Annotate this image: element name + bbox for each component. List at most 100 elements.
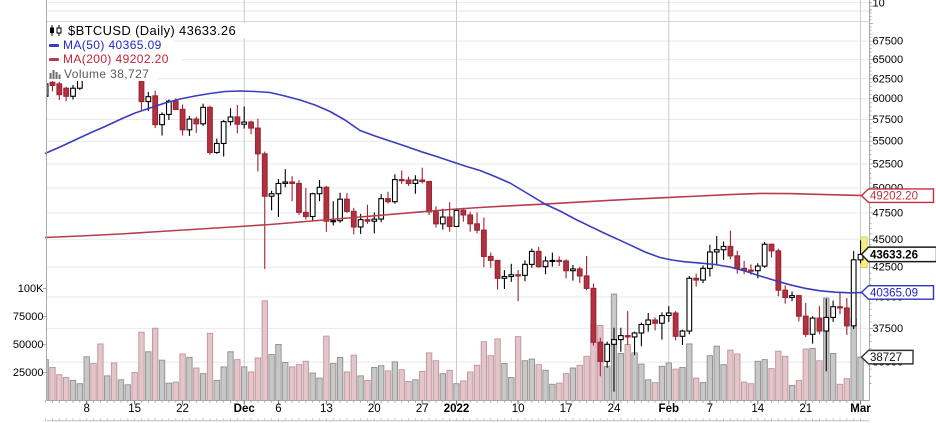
volume-bar: [206, 332, 214, 401]
candle-body: [720, 245, 727, 251]
candle: [159, 112, 165, 136]
ma50-line: [44, 90, 870, 294]
volume-bar: [391, 361, 399, 401]
volume-bar: [514, 336, 522, 401]
candle-body: [686, 277, 693, 332]
candle: [385, 191, 391, 204]
volume-bar: [199, 373, 207, 401]
candle-body: [748, 269, 754, 272]
candle: [487, 252, 494, 268]
volume-bar: [323, 335, 330, 401]
candle-body: [179, 108, 186, 131]
candle-body: [672, 312, 679, 337]
candle-body: [207, 106, 213, 154]
volume-bar: [788, 384, 796, 401]
candle: [837, 292, 843, 315]
symbol-title: $BTCUSD (Daily) 43633.26: [68, 22, 237, 38]
candle: [631, 331, 638, 356]
candle: [405, 176, 412, 186]
volume-bar: [836, 383, 844, 401]
volume-bar: [378, 365, 385, 401]
volume-bar: [501, 363, 508, 401]
candle-body: [522, 263, 528, 276]
volume-bar: [617, 353, 624, 401]
candle-body: [70, 87, 76, 97]
legend-ma50-row[interactable]: MA(50) 40365.09: [47, 38, 173, 53]
candle: [659, 312, 665, 340]
candle: [261, 151, 268, 269]
volume-bar: [138, 331, 145, 401]
volume-bar: [179, 353, 186, 401]
date-axis-label: 20: [368, 403, 381, 415]
candle: [508, 263, 515, 282]
candle: [679, 329, 686, 345]
candle: [563, 259, 569, 279]
candle-body: [590, 287, 597, 343]
candle: [652, 317, 658, 331]
candle-body: [665, 312, 672, 317]
volume-bar: [69, 379, 77, 401]
candle: [350, 207, 357, 235]
candle: [398, 170, 405, 184]
candle: [542, 256, 549, 275]
volume-bar: [775, 350, 782, 401]
candle-body: [679, 330, 686, 337]
candle-body: [706, 251, 713, 269]
candle-body: [631, 332, 638, 338]
candle: [302, 187, 309, 220]
volume-bar: [693, 377, 700, 401]
candle: [823, 298, 830, 372]
candle-body: [255, 127, 261, 155]
price-axis-label: 37500: [873, 323, 904, 335]
volume-bar: [631, 352, 638, 401]
volume-bar: [336, 356, 344, 401]
candle: [323, 185, 330, 232]
date-axis-label: 10: [512, 403, 525, 415]
candle-body: [426, 180, 432, 213]
candle: [282, 169, 289, 188]
price-axis-label: 52500: [873, 158, 904, 170]
volume-bar: [117, 379, 125, 401]
legend-volume-row[interactable]: Volume 38,727: [47, 66, 157, 81]
volume-bar: [460, 380, 467, 401]
volume-bar: [576, 364, 583, 401]
legend-ma200-row[interactable]: MA(200) 49202.20: [47, 52, 182, 67]
volume-bar: [234, 359, 241, 401]
volume-bar: [706, 355, 714, 401]
legend-symbol-row[interactable]: $BTCUSD (Daily) 43633.26: [47, 22, 277, 38]
candle: [460, 207, 467, 222]
volume-axis-label: 100K: [18, 283, 44, 295]
volume-bar: [419, 370, 426, 401]
candle-body: [775, 250, 782, 291]
candle: [207, 105, 213, 155]
volume-bar: [124, 384, 131, 401]
candles-group: [46, 30, 864, 392]
volume-bar: [645, 379, 652, 401]
candle: [412, 175, 419, 194]
candle-body: [857, 253, 864, 261]
date-axis-label: Mar: [850, 403, 871, 415]
volume-bar: [521, 360, 529, 401]
candle-body: [152, 95, 159, 126]
candle-body: [309, 193, 316, 218]
candle: [604, 341, 611, 368]
candle: [570, 264, 576, 281]
volume-bar: [679, 367, 686, 401]
volume-bar: [186, 356, 193, 401]
candle-body: [823, 316, 830, 332]
candle-body: [693, 277, 700, 281]
ma200-pill: 49202.20: [860, 188, 935, 204]
upper-panel-tick-label: 10: [873, 0, 885, 10]
volume-bar: [152, 327, 159, 401]
volume-bar: [131, 372, 138, 401]
candle-body: [446, 216, 453, 228]
candle-body: [419, 179, 426, 183]
candle: [720, 241, 727, 260]
candle: [624, 311, 631, 345]
candle: [439, 208, 446, 230]
date-axis-label: 2022: [444, 403, 470, 415]
volume-bar: [843, 378, 850, 401]
candle-body: [535, 250, 542, 268]
candle-body: [645, 319, 652, 326]
candle: [617, 327, 624, 352]
